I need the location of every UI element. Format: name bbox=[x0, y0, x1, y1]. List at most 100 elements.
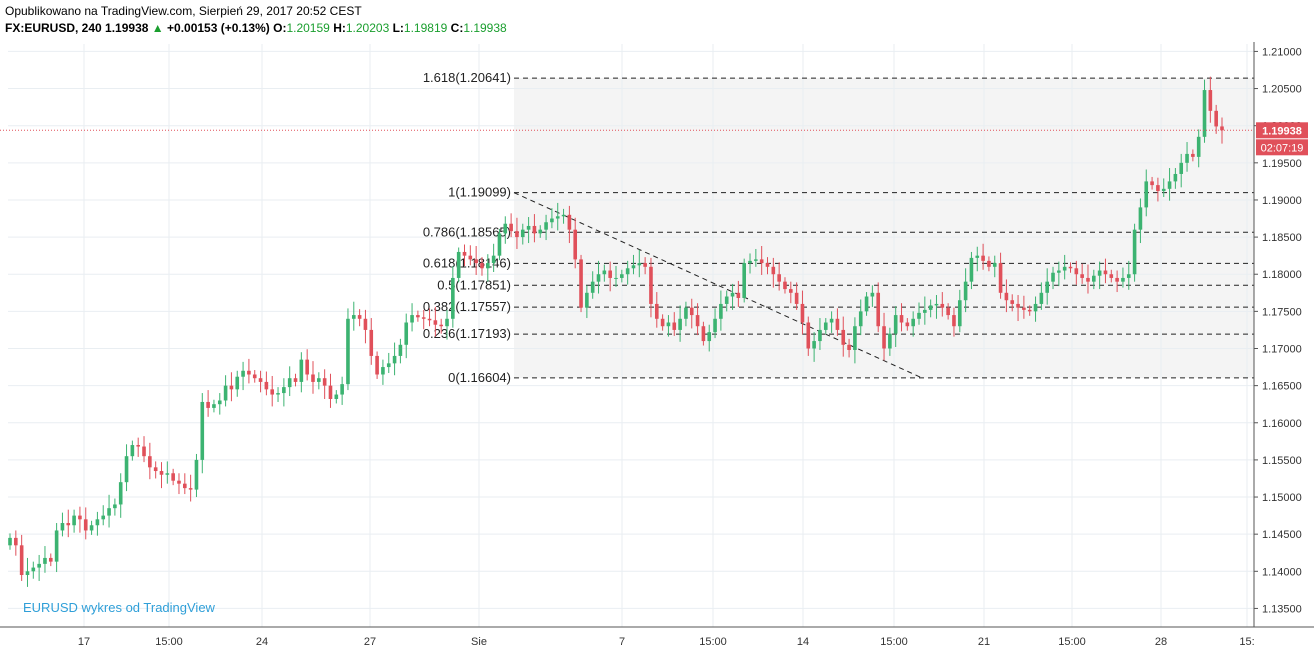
candle-up bbox=[812, 341, 816, 349]
fib-level-label: 1.618(1.20641) bbox=[423, 70, 511, 85]
price-chart[interactable]: 1.618(1.20641) 1(1.19099) 0.786(1.18565) 0.… bbox=[0, 42, 1314, 657]
fib-level-label: 0.786(1.18565) bbox=[423, 224, 511, 239]
candle-up bbox=[911, 318, 915, 327]
candle-up bbox=[386, 363, 391, 368]
countdown-tag bbox=[1256, 139, 1308, 156]
candle-up bbox=[561, 214, 566, 217]
candle-down bbox=[229, 385, 234, 390]
candle-up bbox=[538, 229, 543, 234]
candle-up bbox=[637, 263, 642, 266]
candle-up bbox=[276, 393, 280, 395]
candle-down bbox=[474, 259, 478, 264]
y-tick-label: 1.20500 bbox=[1262, 84, 1302, 96]
candle-up bbox=[1132, 229, 1137, 275]
candle-up bbox=[217, 400, 222, 405]
candle-down bbox=[171, 473, 175, 481]
candle-up bbox=[486, 263, 490, 269]
candle-up bbox=[957, 300, 962, 327]
candle-down bbox=[987, 260, 991, 267]
candle-down bbox=[159, 471, 164, 475]
candle-up bbox=[1179, 162, 1184, 174]
fib-level-label: 0.618(1.18146) bbox=[423, 255, 511, 270]
x-tick-label: 15:00 bbox=[1058, 636, 1086, 648]
candle-up bbox=[491, 255, 496, 264]
candle-down bbox=[252, 374, 257, 379]
candle-down bbox=[608, 270, 612, 278]
candle-up bbox=[724, 296, 729, 304]
price-tag bbox=[1256, 122, 1308, 139]
candle-down bbox=[532, 225, 537, 234]
candle-up bbox=[585, 292, 589, 308]
candle-up bbox=[101, 515, 106, 520]
candle-down bbox=[1010, 300, 1015, 304]
candle-down bbox=[1150, 181, 1154, 186]
candle-up bbox=[1173, 173, 1178, 182]
candle-down bbox=[649, 266, 653, 304]
candle-down bbox=[421, 317, 426, 319]
candle-up bbox=[713, 318, 717, 333]
candle-up bbox=[992, 263, 997, 267]
candle-up bbox=[1033, 303, 1038, 312]
candle-up bbox=[934, 303, 939, 306]
x-tick-label: 21 bbox=[978, 636, 990, 648]
watermark-text: EURUSD wykres od TradingView bbox=[23, 600, 215, 615]
y-tick-label: 1.14000 bbox=[1262, 566, 1302, 578]
candle-up bbox=[917, 312, 921, 319]
symbol-info-bar: FX:EURUSD, 240 1.19938 ▲ +0.00153 (+0.13… bbox=[5, 21, 507, 35]
candle-down bbox=[83, 519, 88, 531]
candle-up bbox=[742, 263, 746, 298]
candle-up bbox=[555, 216, 560, 219]
candle-up bbox=[707, 332, 712, 342]
candle-up bbox=[730, 292, 735, 297]
candle-up bbox=[212, 404, 216, 408]
candle-up bbox=[870, 292, 875, 297]
y-tick-label: 1.19500 bbox=[1262, 158, 1302, 170]
candle-up bbox=[497, 233, 502, 256]
candle-down bbox=[1068, 266, 1073, 269]
candle-up bbox=[124, 456, 129, 483]
candle-up bbox=[89, 525, 94, 531]
candle-up bbox=[1097, 270, 1102, 276]
candle-up bbox=[456, 251, 461, 278]
candle-down bbox=[946, 307, 950, 316]
candle-down bbox=[427, 318, 432, 321]
candle-down bbox=[375, 355, 379, 375]
chart-area[interactable]: 1.618(1.20641) 1(1.19099) 0.786(1.18565) 0.… bbox=[0, 42, 1314, 657]
candle-down bbox=[293, 378, 298, 382]
candle-up bbox=[43, 557, 47, 564]
candle-down bbox=[876, 292, 881, 327]
candle-up bbox=[31, 567, 36, 572]
x-tick-label: 28 bbox=[1155, 636, 1167, 648]
candle-down bbox=[759, 259, 764, 264]
candle-down bbox=[689, 307, 694, 316]
candle-up bbox=[923, 309, 927, 313]
candle-down bbox=[847, 344, 851, 350]
candle-up bbox=[451, 277, 455, 319]
countdown-tag-text: 02:07:19 bbox=[1261, 142, 1304, 154]
last-price: 1.19938 bbox=[105, 21, 149, 35]
candle-up bbox=[381, 367, 385, 375]
candle-up bbox=[392, 355, 397, 364]
candle-down bbox=[416, 315, 420, 318]
candle-up bbox=[858, 311, 863, 327]
candle-up bbox=[748, 260, 752, 264]
candle-down bbox=[794, 292, 799, 304]
candle-down bbox=[654, 303, 659, 319]
candle-down bbox=[1103, 270, 1108, 275]
x-tick-label: 17 bbox=[78, 636, 90, 648]
candle-up bbox=[631, 265, 636, 269]
candle-up bbox=[823, 322, 828, 330]
candle-up bbox=[1092, 275, 1096, 282]
candle-down bbox=[1115, 277, 1119, 282]
candle-down bbox=[48, 557, 53, 562]
candle-up bbox=[165, 473, 170, 475]
candle-down bbox=[515, 231, 519, 238]
candle-down bbox=[573, 229, 578, 260]
candle-up bbox=[113, 504, 117, 509]
candle-down bbox=[567, 214, 572, 230]
candle-down bbox=[1074, 268, 1079, 275]
candle-up bbox=[8, 537, 12, 546]
candle-up bbox=[602, 270, 607, 275]
candle-up bbox=[666, 322, 671, 327]
candle-down bbox=[311, 374, 315, 382]
